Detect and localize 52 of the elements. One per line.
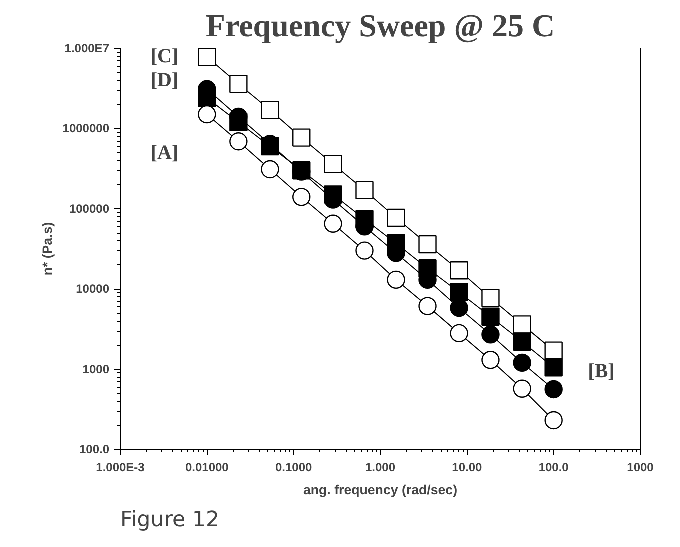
point [356, 242, 374, 260]
x-tick-label: 0.01000 [185, 460, 230, 474]
point [418, 297, 437, 316]
annotation: [B] [588, 360, 615, 382]
y-tick-label: 1000 [82, 362, 110, 376]
y-tick-label: 100000 [69, 202, 110, 216]
point [387, 270, 406, 290]
point [450, 262, 468, 280]
y-tick-label: 1000000 [62, 122, 110, 136]
point [356, 181, 374, 200]
y-axis-title: n* (Pa.s) [40, 222, 55, 276]
point [230, 74, 248, 94]
x-tick-label: 100.0 [538, 460, 570, 474]
x-tick-label: 1.000E-3 [96, 460, 146, 474]
annotation: [A] [150, 142, 179, 164]
point [324, 155, 342, 174]
x-tick-label: 1000 [627, 460, 654, 474]
point [450, 283, 468, 302]
y-tick-label: 100.0 [79, 442, 110, 456]
point [513, 316, 532, 334]
point [292, 128, 311, 147]
x-tick-label: 1.000 [365, 460, 396, 474]
point [544, 342, 563, 360]
annotation: [C] [150, 46, 179, 68]
point [324, 214, 342, 233]
point [513, 332, 532, 351]
point [482, 351, 500, 370]
caption: Figure 12 [120, 508, 220, 532]
y-tick-label: 10000 [76, 282, 110, 296]
point [292, 188, 311, 206]
point [544, 380, 563, 399]
point [544, 411, 563, 430]
point [513, 380, 532, 398]
x-tick-label: 0.1000 [275, 460, 313, 474]
point [482, 289, 500, 308]
annotation: [D] [150, 70, 179, 92]
point [198, 48, 216, 66]
point [450, 324, 468, 343]
chart-title: Frequency Sweep @ 25 C [206, 8, 556, 44]
point [482, 308, 500, 326]
point [261, 160, 280, 179]
x-tick-label: 10.00 [452, 460, 483, 474]
point [482, 326, 500, 344]
y-tick-label: 1.000E7 [64, 42, 110, 56]
point [261, 101, 280, 120]
point [387, 208, 406, 228]
point [198, 105, 216, 124]
point [544, 358, 563, 377]
x-axis-title: ang. frequency (rad/sec) [303, 482, 458, 498]
point [418, 235, 437, 254]
point [513, 354, 532, 372]
point [230, 132, 248, 151]
